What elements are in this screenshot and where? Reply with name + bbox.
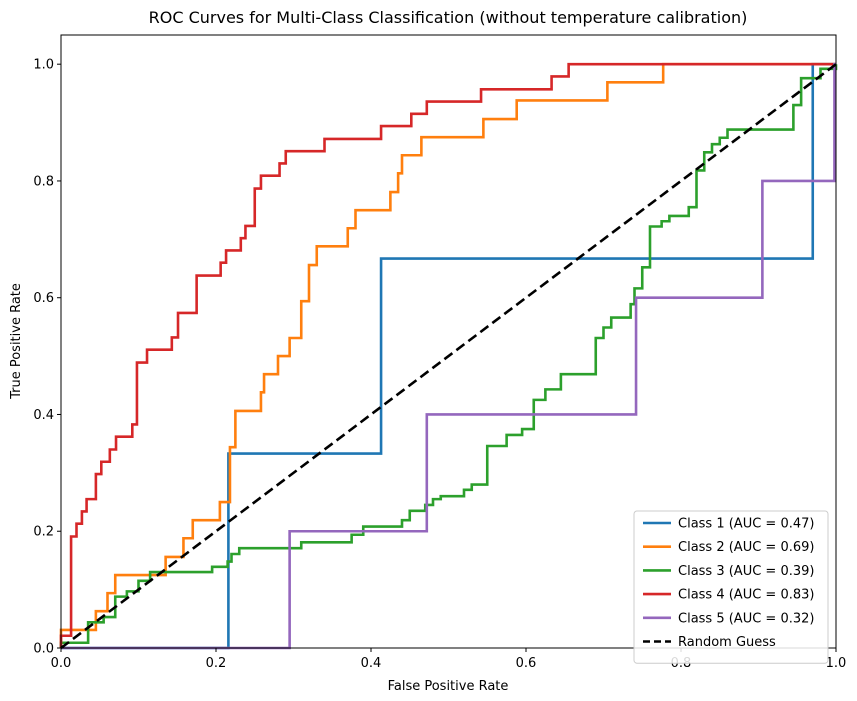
- x-axis: 0.00.20.40.60.81.0: [51, 648, 847, 671]
- roc-curve-class-3: [59, 64, 838, 648]
- legend: Class 1 (AUC = 0.47) Class 2 (AUC = 0.69)…: [633, 510, 829, 664]
- chart-title: ROC Curves for Multi-Class Classificatio…: [149, 8, 748, 27]
- legend-label: Class 2 (AUC = 0.69): [678, 540, 814, 555]
- x-axis-label: False Positive Rate: [388, 679, 509, 694]
- y-tick-label: 0.0: [33, 642, 54, 657]
- x-tick-label: 1.0: [826, 656, 847, 671]
- plot-area: [59, 34, 838, 650]
- x-tick-label: 0.0: [51, 656, 72, 671]
- legend-box: [633, 510, 829, 664]
- roc-curve-class-4: [59, 62, 836, 648]
- series-layer: [59, 62, 838, 650]
- legend-label: Class 3 (AUC = 0.39): [678, 564, 814, 579]
- x-tick-label: 0.6: [516, 656, 537, 671]
- random-guess-line: [60, 63, 837, 650]
- legend-label: Class 4 (AUC = 0.83): [678, 588, 814, 603]
- y-tick-label: 1.0: [33, 58, 54, 73]
- y-axis-label: True Positive Rate: [9, 283, 24, 400]
- x-tick-label: 0.4: [361, 656, 382, 671]
- y-tick-label: 0.2: [33, 525, 54, 540]
- y-tick-label: 0.6: [33, 291, 54, 306]
- y-axis: 0.0 0.2 0.4 0.6 0.8 1.0: [33, 58, 61, 657]
- x-tick-label: 0.2: [206, 656, 227, 671]
- plot-frame: [60, 34, 837, 649]
- y-tick-label: 0.4: [33, 408, 54, 423]
- legend-label: Random Guess: [678, 635, 776, 650]
- legend-label: Class 5 (AUC = 0.32): [678, 611, 814, 626]
- legend-label: Class 1 (AUC = 0.47): [678, 517, 814, 532]
- roc-curve-class-5: [61, 62, 836, 650]
- y-tick-label: 0.8: [33, 174, 54, 189]
- roc-curve-class-1: [61, 62, 836, 650]
